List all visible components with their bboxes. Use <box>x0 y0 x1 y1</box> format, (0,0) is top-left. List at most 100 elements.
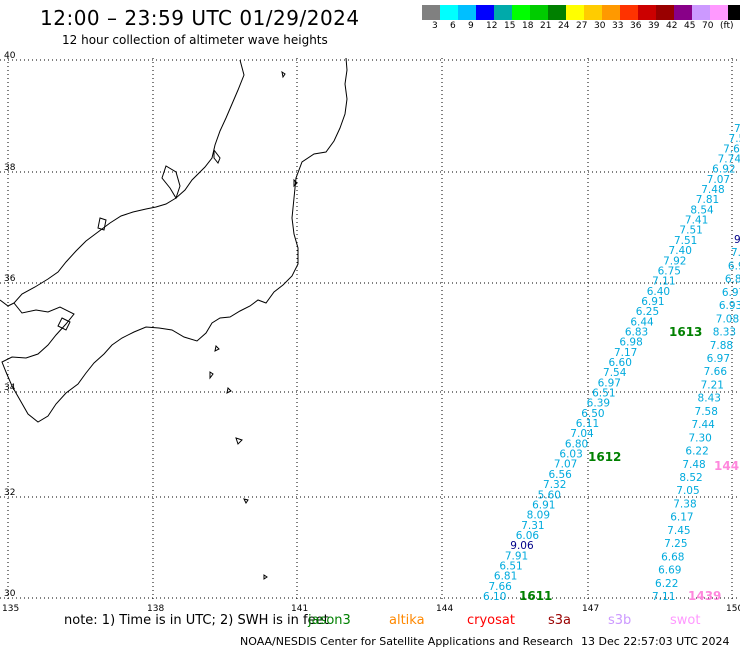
izu-island-2 <box>226 386 232 394</box>
wave-height-value: 6.06 <box>516 530 540 542</box>
wave-height-value: 6.97 <box>707 353 730 365</box>
map-subtitle: 12 hour collection of altimeter wave hei… <box>62 33 328 47</box>
legend-label: 30 <box>594 21 606 31</box>
wave-height-value: 7.92 <box>663 255 686 267</box>
legend-label: 15 <box>504 21 516 31</box>
legend-swatch <box>584 5 602 20</box>
small-island-south <box>209 371 214 380</box>
legend-label: 3 <box>432 21 438 31</box>
wave-height-value: 7. <box>734 123 740 135</box>
latitude-label: 34 <box>4 383 16 393</box>
wave-height-value: 6.44 <box>630 316 654 328</box>
wave-height-value: 6.98 <box>619 337 642 349</box>
wave-height-value: 7.04 <box>570 428 594 440</box>
satellite-s3b: s3b <box>608 613 632 628</box>
legend-label: 27 <box>576 21 588 31</box>
legend-swatch <box>620 5 638 20</box>
satellite-cryosat: cryosat <box>467 613 515 628</box>
legend-swatch <box>494 5 512 20</box>
legend-swatch <box>638 5 656 20</box>
axis-tick-labels: 40 38 36 34 32 30 135 138 141 144 147 150 <box>2 51 740 614</box>
small-island-east <box>293 178 298 188</box>
legend-swatch <box>476 5 494 20</box>
wave-height-value: 6.68 <box>661 551 684 563</box>
wave-height-value: 6.22 <box>655 578 678 590</box>
wave-height-value: 6.97 <box>722 287 740 299</box>
satellite-s3a: s3a <box>548 613 572 628</box>
wave-height-value: 8.52 <box>679 472 702 484</box>
awaji-island-coastline <box>57 317 71 331</box>
wave-height-value: 7.66 <box>488 581 512 593</box>
legend-label: 36 <box>630 21 642 31</box>
wave-height-value: 6.17 <box>670 512 693 524</box>
wave-height-value: 6.51 <box>592 388 615 400</box>
wave-height-value: 7.21 <box>701 379 724 391</box>
cycle-label: 1613 <box>669 325 702 339</box>
wave-height-value: 7.48 <box>682 459 705 471</box>
cycle-label: 144 <box>714 459 739 473</box>
wave-height-value: 7.44 <box>691 419 715 431</box>
shikoku-coastline <box>0 299 15 307</box>
lake-biwa <box>97 217 107 231</box>
wave-height-value: 7.31 <box>521 520 544 532</box>
wave-height-value: 7.07 <box>554 459 577 471</box>
latitude-label: 40 <box>4 51 16 61</box>
honshu-coastline <box>1 57 348 423</box>
wave-height-value: 8.33 <box>713 327 736 339</box>
wave-height-value: 7.88 <box>710 340 733 352</box>
legend-swatch <box>692 5 710 20</box>
wave-height-color-legend <box>422 5 740 20</box>
legend-swatch <box>656 5 674 20</box>
wave-height-value: 7.40 <box>669 245 692 257</box>
wave-height-value: 9.06 <box>510 540 534 552</box>
legend-labels: 3 6 9 12 15 18 21 24 27 30 33 36 39 42 45 70 (ft) <box>422 21 734 33</box>
wave-height-value: 7.60 <box>723 143 740 155</box>
legend-swatch <box>422 5 440 20</box>
wave-height-value: 8.09 <box>527 510 550 522</box>
legend-label: 24 <box>558 21 570 31</box>
wave-height-value: 7.5 <box>729 133 740 145</box>
wave-height-value: 9. <box>734 234 740 246</box>
wave-height-value: 7.91 <box>505 550 528 562</box>
satellite-altika: altika <box>389 613 425 628</box>
legend-swatch <box>566 5 584 20</box>
longitude-label: 135 <box>2 604 19 614</box>
altimeter-track-right: 7.116.226.696.687.257.456.177.387.058.52… <box>652 234 740 603</box>
wave-height-value: 7.81 <box>696 194 719 206</box>
satellite-jason3: jason3 <box>308 613 351 628</box>
longitude-label: 144 <box>436 604 453 614</box>
wave-height-value: 6.75 <box>658 265 681 277</box>
cycle-label: 1439 <box>688 589 721 603</box>
legend-label: 42 <box>666 21 678 31</box>
graticule <box>0 58 740 600</box>
wave-height-value: 7.54 <box>603 367 627 379</box>
wave-height-value: 6.91 <box>641 296 664 308</box>
wave-height-value: 7.48 <box>701 184 724 196</box>
wave-height-value: 7.41 <box>685 215 708 227</box>
wave-height-value: 7.32 <box>543 479 566 491</box>
altimeter-track-left: 6.107.666.816.517.919.066.067.318.096.91… <box>483 123 740 603</box>
izu-island-4 <box>243 498 249 504</box>
longitude-label: 141 <box>291 604 308 614</box>
wave-height-value: 7. <box>731 247 740 259</box>
wave-height-value: 7.25 <box>664 538 687 550</box>
sado-island-coastline <box>213 148 221 164</box>
wave-height-value: 6.51 <box>499 560 522 572</box>
legend-label: 33 <box>612 21 624 31</box>
map-title: 12:00 – 23:59 UTC 01/29/2024 <box>40 6 360 30</box>
legend-label: (ft) <box>720 21 734 31</box>
legend-label: 70 <box>702 21 714 31</box>
wave-height-value: 6.40 <box>647 286 670 298</box>
cycle-label: 1611 <box>519 589 552 603</box>
wave-height-value: 7.17 <box>614 347 637 359</box>
izu-island-5 <box>263 574 268 580</box>
timestamp: 13 Dec 22:57:03 UTC 2024 <box>581 635 730 648</box>
latitude-label: 32 <box>4 488 15 498</box>
latitude-label: 36 <box>4 274 16 284</box>
wave-height-value: 6.69 <box>658 565 681 577</box>
legend-label: 45 <box>684 21 696 31</box>
wave-height-value: 6.10 <box>483 591 506 603</box>
wave-height-value: 6.9 <box>728 260 740 272</box>
legend-label: 18 <box>522 21 534 31</box>
wave-height-value: 7.74 <box>718 154 740 166</box>
